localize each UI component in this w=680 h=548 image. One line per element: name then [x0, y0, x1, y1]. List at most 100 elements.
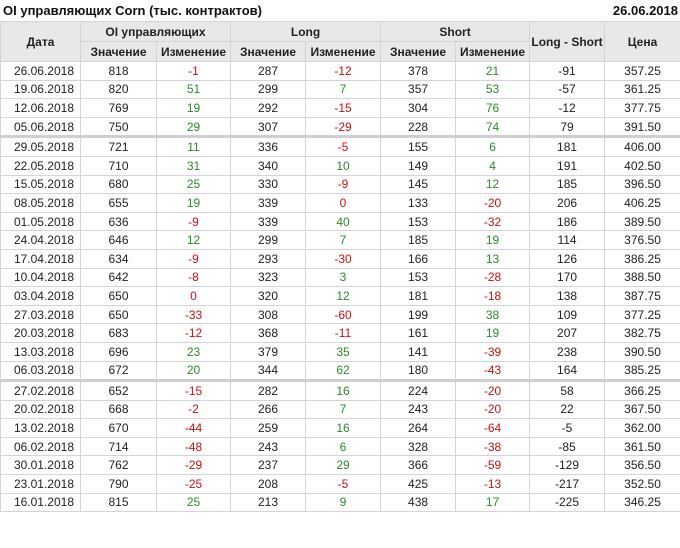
cell-long-value: 213	[230, 492, 307, 513]
cell-oi-value: 683	[80, 323, 157, 343]
cell-short-change: 74	[455, 116, 531, 138]
cell-long-value: 379	[230, 341, 307, 362]
cell-short-change: 53	[455, 79, 531, 100]
cell-long-short: -57	[529, 79, 606, 100]
cell-price: 362.00	[604, 418, 680, 438]
table-row: 15.05.2018 680 25 330 -9 145 12 185 396.50	[0, 174, 680, 195]
table-row: 03.04.2018 650 0 320 12 181 -18 138 387.75	[0, 286, 680, 306]
cell-oi-change: -25	[155, 474, 232, 494]
cell-long-short: 191	[529, 155, 606, 176]
cell-short-change: 12	[455, 174, 531, 195]
header-short: Short	[380, 21, 531, 42]
cell-date: 20.03.2018	[0, 323, 81, 343]
cell-oi-value: 642	[80, 267, 157, 288]
cell-oi-value: 680	[80, 174, 157, 195]
cell-long-value: 259	[230, 418, 307, 438]
table-row: 12.06.2018 769 19 292 -15 304 76 -12 377.75	[0, 98, 680, 118]
cell-short-value: 155	[380, 135, 457, 157]
table-row: 19.06.2018 820 51 299 7 357 53 -57 361.25	[0, 79, 680, 100]
cell-price: 382.75	[604, 323, 680, 343]
cell-oi-value: 668	[80, 399, 157, 420]
cell-short-value: 145	[380, 174, 457, 195]
cell-date: 20.02.2018	[0, 399, 81, 420]
cell-short-change: -32	[455, 211, 531, 232]
cell-short-value: 166	[380, 248, 457, 269]
cell-long-value: 336	[230, 135, 307, 157]
cell-long-short: 138	[529, 286, 606, 306]
table-row: 24.04.2018 646 12 299 7 185 19 114 376.50	[0, 230, 680, 250]
cell-long-short: 186	[529, 211, 606, 232]
cell-long-value: 339	[230, 193, 307, 213]
table-row: 16.01.2018 815 25 213 9 438 17 -225 346.25	[0, 492, 680, 513]
cell-short-value: 149	[380, 155, 457, 176]
cell-short-value: 141	[380, 341, 457, 362]
cell-short-value: 153	[380, 267, 457, 288]
cell-long-short: 181	[529, 135, 606, 157]
cell-oi-change: 31	[155, 155, 232, 176]
cell-long-change: -12	[305, 61, 382, 81]
header-long-change: Изменение	[305, 41, 382, 62]
cell-oi-change: -8	[155, 267, 232, 288]
cell-date: 10.04.2018	[0, 267, 81, 288]
cell-oi-value: 650	[80, 286, 157, 306]
table-row: 29.05.2018 721 11 336 -5 155 6 181 406.00	[0, 135, 680, 157]
cell-short-value: 153	[380, 211, 457, 232]
cell-oi-value: 634	[80, 248, 157, 269]
header-long-short: Long - Short	[529, 21, 606, 62]
cell-long-change: -15	[305, 98, 382, 118]
cell-long-value: 339	[230, 211, 307, 232]
cell-long-value: 299	[230, 230, 307, 250]
cell-short-change: -13	[455, 474, 531, 494]
cell-short-change: -43	[455, 360, 531, 382]
table-row: 23.01.2018 790 -25 208 -5 425 -13 -217 352.50	[0, 474, 680, 494]
cell-oi-change: 19	[155, 98, 232, 118]
cell-price: 389.50	[604, 211, 680, 232]
cell-long-change: -29	[305, 116, 382, 138]
header-date: Дата	[0, 21, 81, 62]
cell-short-value: 185	[380, 230, 457, 250]
cell-long-change: 3	[305, 267, 382, 288]
cell-oi-value: 652	[80, 379, 157, 401]
cell-long-short: -129	[529, 455, 606, 476]
cell-price: 366.25	[604, 379, 680, 401]
cell-oi-change: 11	[155, 135, 232, 157]
table-row: 13.03.2018 696 23 379 35 141 -39 238 390.50	[0, 341, 680, 362]
cell-short-change: -64	[455, 418, 531, 438]
cell-date: 03.04.2018	[0, 286, 81, 306]
cell-long-value: 293	[230, 248, 307, 269]
cell-long-short: 207	[529, 323, 606, 343]
cell-short-value: 181	[380, 286, 457, 306]
cell-long-change: 7	[305, 230, 382, 250]
cell-long-change: -5	[305, 474, 382, 494]
cell-price: 352.50	[604, 474, 680, 494]
cell-oi-value: 818	[80, 61, 157, 81]
cell-short-value: 378	[380, 61, 457, 81]
cell-long-short: 164	[529, 360, 606, 382]
cell-short-change: -20	[455, 399, 531, 420]
cell-price: 357.25	[604, 61, 680, 81]
cell-long-change: -5	[305, 135, 382, 157]
cell-long-short: 58	[529, 379, 606, 401]
table-row: 01.05.2018 636 -9 339 40 153 -32 186 389.50	[0, 211, 680, 232]
cell-oi-value: 672	[80, 360, 157, 382]
cell-price: 396.50	[604, 174, 680, 195]
cell-long-value: 237	[230, 455, 307, 476]
cell-date: 13.03.2018	[0, 341, 81, 362]
cell-long-value: 287	[230, 61, 307, 81]
cell-long-short: 126	[529, 248, 606, 269]
cell-short-change: 6	[455, 135, 531, 157]
cell-oi-change: -12	[155, 323, 232, 343]
cell-long-change: 10	[305, 155, 382, 176]
cell-long-value: 340	[230, 155, 307, 176]
cell-date: 05.06.2018	[0, 116, 81, 138]
cell-long-value: 368	[230, 323, 307, 343]
cell-date: 08.05.2018	[0, 193, 81, 213]
oi-table: Дата OI управляющих Long Short Long - Sh…	[0, 21, 680, 513]
cell-oi-value: 815	[80, 492, 157, 513]
cell-long-short: -225	[529, 492, 606, 513]
cell-short-change: -18	[455, 286, 531, 306]
header-long: Long	[230, 21, 382, 42]
cell-oi-change: -2	[155, 399, 232, 420]
cell-long-short: -85	[529, 436, 606, 457]
cell-short-change: -59	[455, 455, 531, 476]
